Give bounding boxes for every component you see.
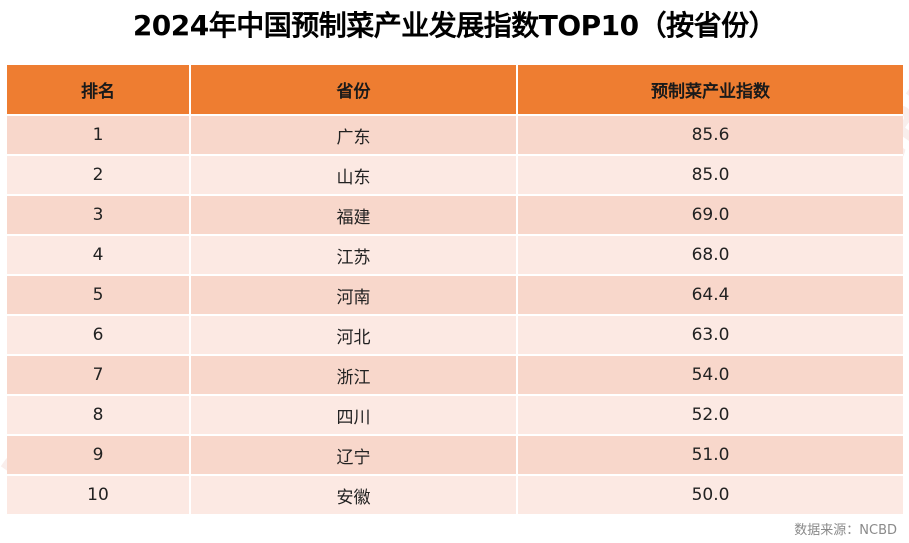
rank-cell: 9 bbox=[7, 435, 191, 476]
header-province: 省份 bbox=[190, 65, 518, 116]
rank-cell: 7 bbox=[7, 355, 191, 396]
table-row: 2 山东 85.0 bbox=[7, 155, 903, 196]
province-cell: 河北 bbox=[190, 315, 518, 356]
province-cell: 安徽 bbox=[190, 475, 518, 516]
province-cell: 江苏 bbox=[190, 235, 518, 276]
table-row: 9 辽宁 51.0 bbox=[7, 435, 903, 476]
table-row: 8 四川 52.0 bbox=[7, 395, 903, 436]
index-cell: 64.4 bbox=[517, 275, 903, 316]
rank-cell: 2 bbox=[7, 155, 191, 196]
index-cell: 85.6 bbox=[517, 115, 903, 156]
index-cell: 85.0 bbox=[517, 155, 903, 196]
data-source-note: 数据来源：NCBD bbox=[794, 523, 897, 538]
rank-cell: 5 bbox=[7, 275, 191, 316]
page-title: 2024年中国预制菜产业发展指数TOP10（按省份） bbox=[132, 9, 777, 42]
table-row: 1 广东 85.6 bbox=[7, 115, 903, 156]
rank-cell: 8 bbox=[7, 395, 191, 436]
rank-cell: 1 bbox=[7, 115, 191, 156]
rank-cell: 6 bbox=[7, 315, 191, 356]
header-index: 预制菜产业指数 bbox=[517, 65, 903, 116]
table-row: 7 浙江 54.0 bbox=[7, 355, 903, 396]
index-cell: 63.0 bbox=[517, 315, 903, 356]
province-cell: 河南 bbox=[190, 275, 518, 316]
rank-cell: 4 bbox=[7, 235, 191, 276]
ranking-table: 排名 省份 预制菜产业指数 1 广东 85.6 2 山东 85.0 3 福建 6… bbox=[7, 65, 903, 516]
table-row: 10 安徽 50.0 bbox=[7, 475, 903, 516]
index-cell: 52.0 bbox=[517, 395, 903, 436]
index-cell: 68.0 bbox=[517, 235, 903, 276]
province-cell: 浙江 bbox=[190, 355, 518, 396]
province-cell: 广东 bbox=[190, 115, 518, 156]
table-header-row: 排名 省份 预制菜产业指数 bbox=[7, 65, 903, 116]
index-cell: 69.0 bbox=[517, 195, 903, 236]
rank-cell: 3 bbox=[7, 195, 191, 236]
index-cell: 50.0 bbox=[517, 475, 903, 516]
index-cell: 51.0 bbox=[517, 435, 903, 476]
table-row: 6 河北 63.0 bbox=[7, 315, 903, 356]
index-cell: 54.0 bbox=[517, 355, 903, 396]
province-cell: 山东 bbox=[190, 155, 518, 196]
province-cell: 辽宁 bbox=[190, 435, 518, 476]
table-row: 3 福建 69.0 bbox=[7, 195, 903, 236]
header-rank: 排名 bbox=[7, 65, 191, 116]
rank-cell: 10 bbox=[7, 475, 191, 516]
province-cell: 福建 bbox=[190, 195, 518, 236]
province-cell: 四川 bbox=[190, 395, 518, 436]
table-row: 4 江苏 68.0 bbox=[7, 235, 903, 276]
table-row: 5 河南 64.4 bbox=[7, 275, 903, 316]
